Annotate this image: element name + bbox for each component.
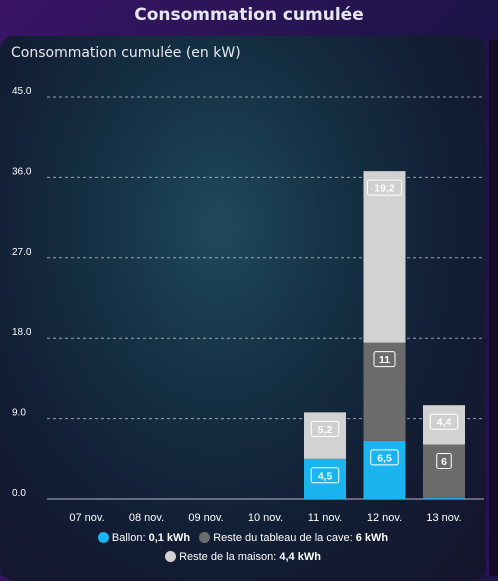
chart-title: Consommation cumulée (en kW) xyxy=(11,45,241,61)
data-label: 6 xyxy=(441,456,447,468)
data-label-box xyxy=(429,413,459,430)
data-label: 4,4 xyxy=(437,417,452,429)
legend-item-maison[interactable]: Reste de la maison: 4,4 kWh xyxy=(165,551,321,563)
legend-label-cave: Reste du tableau de la cave xyxy=(213,532,350,544)
data-label: 5,2 xyxy=(318,424,333,436)
data-label-box xyxy=(373,351,396,368)
legend-dot-maison xyxy=(165,551,177,562)
y-tick-label: 9.0 xyxy=(12,408,26,419)
legend-value-cave: 6 kWh xyxy=(355,532,389,544)
legend-item-ballon[interactable]: Ballon: 0,1 kWh xyxy=(97,532,191,544)
legend-dot-ballon xyxy=(97,532,109,543)
y-tick-label: 45.0 xyxy=(12,86,32,97)
data-label-box xyxy=(367,179,402,196)
legend-item-cave[interactable]: Reste du tableau de la cave: 6 kWh xyxy=(199,532,388,544)
page-title: Consommation cumulée xyxy=(134,5,364,25)
bar-segment xyxy=(363,171,406,343)
y-tick-label: 18.0 xyxy=(12,327,32,338)
legend-row-2: Reste de la maison: 4,4 kWh xyxy=(0,551,486,563)
x-tick-label: 11 nov. xyxy=(308,512,342,524)
data-label-box xyxy=(310,467,340,484)
x-tick-label: 13 nov. xyxy=(426,512,461,524)
x-tick-label: 08 nov. xyxy=(129,512,164,524)
legend-dot-cave xyxy=(199,532,211,543)
data-label-box xyxy=(436,453,452,470)
y-tick-label: 36.0 xyxy=(12,166,32,177)
y-tick-label: 0.0 xyxy=(12,488,26,499)
x-tick-label: 09 nov. xyxy=(188,512,223,524)
legend-row-1: Ballon: 0,1 kWh Reste du tableau de la c… xyxy=(0,532,486,544)
x-tick-label: 10 nov. xyxy=(248,512,283,524)
data-label: 4,5 xyxy=(318,470,333,482)
legend-value-ballon: 0,1 kWh xyxy=(148,532,191,544)
data-label-box xyxy=(370,449,399,466)
chart-card: Consommation cumulée (en kW) 0.0 9.0 18.0 2… xyxy=(0,36,486,581)
bar-segment xyxy=(423,444,465,499)
legend-label-maison: Reste de la maison xyxy=(179,551,274,563)
data-label: 19,2 xyxy=(374,183,395,195)
legend-value-maison: 4,4 kWh xyxy=(279,551,321,563)
stacked-bar-chart: 0.0 9.0 18.0 27.0 36.0 45.0 07 nov. 08 nov. 09 n… xyxy=(12,86,484,524)
data-label: 11 xyxy=(379,354,390,366)
data-label: 6,5 xyxy=(377,452,392,464)
legend-label-ballon: Ballon xyxy=(111,532,143,544)
bar-segment xyxy=(423,498,465,499)
x-tick-label: 12 nov. xyxy=(367,512,402,524)
y-tick-label: 27.0 xyxy=(12,247,32,258)
data-label-box xyxy=(310,420,340,437)
x-tick-label: 07 nov. xyxy=(69,512,104,524)
window-edge xyxy=(489,40,498,576)
